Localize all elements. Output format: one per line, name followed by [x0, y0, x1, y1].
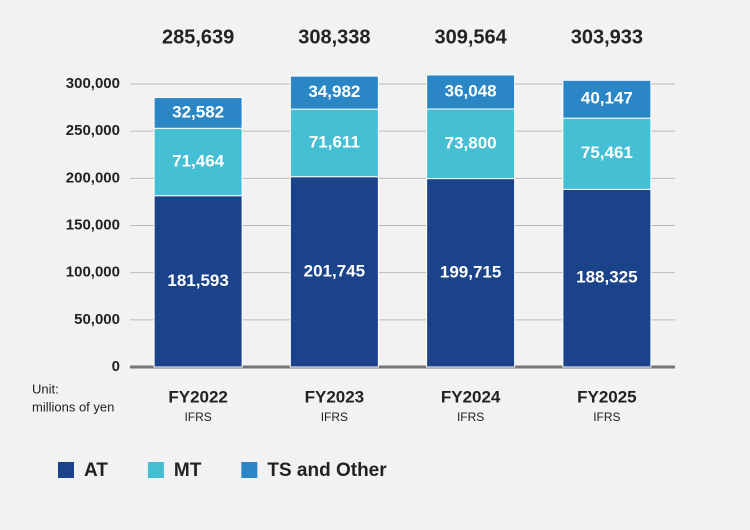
bar-segment	[289, 176, 379, 368]
value-label: 201,745	[304, 261, 365, 280]
value-label: 32,582	[172, 102, 224, 121]
legend-label: AT	[84, 460, 108, 481]
y-tick-label: 50,000	[74, 311, 120, 328]
y-tick-label: 0	[112, 358, 120, 375]
total-label: 303,933	[571, 26, 643, 48]
value-label: 73,800	[445, 133, 497, 152]
legend-swatch	[58, 462, 74, 478]
value-label: 75,461	[581, 143, 633, 162]
bar-segment	[289, 108, 379, 178]
total-label: 308,338	[298, 26, 370, 48]
bar-segment	[562, 117, 652, 190]
bar-segment	[426, 178, 516, 368]
x-tick-label: FY2024	[441, 387, 501, 406]
y-tick-label: 300,000	[66, 75, 120, 92]
x-tick-label: FY2022	[168, 387, 228, 406]
x-tick-label: FY2023	[305, 387, 365, 406]
y-tick-label: 100,000	[66, 264, 120, 281]
y-tick-label: 250,000	[66, 122, 120, 139]
bar-segment	[562, 79, 652, 119]
value-label: 71,464	[172, 151, 225, 170]
total-label: 309,564	[434, 26, 507, 48]
value-label: 188,325	[576, 268, 637, 287]
bar-segment	[426, 74, 516, 110]
y-tick-label: 200,000	[66, 169, 120, 186]
value-label: 71,611	[309, 132, 360, 151]
category-note: IFRS	[321, 410, 348, 424]
x-tick-label: FY2025	[577, 387, 637, 406]
y-tick-label: 150,000	[66, 216, 120, 233]
legend-swatch	[147, 462, 164, 478]
legend-label: MT	[174, 460, 202, 481]
bar-segment	[289, 75, 379, 110]
value-label: 181,593	[167, 271, 228, 290]
legend-swatch	[241, 462, 258, 478]
legend-label: TS and Other	[267, 460, 387, 481]
bar-segment	[562, 188, 652, 368]
category-note: IFRS	[184, 410, 211, 424]
bar-segment	[153, 97, 243, 129]
value-label: 199,715	[440, 262, 501, 281]
bar-segment	[426, 108, 516, 180]
category-note: IFRS	[457, 410, 484, 424]
value-label: 36,048	[445, 81, 497, 100]
unit-label: Unit:	[32, 381, 59, 396]
bar-segment	[153, 127, 243, 197]
total-label: 285,639	[162, 26, 234, 48]
value-label: 40,147	[581, 89, 633, 108]
unit-label: millions of yen	[32, 399, 114, 414]
value-label: 34,982	[308, 82, 360, 101]
category-note: IFRS	[593, 410, 620, 424]
